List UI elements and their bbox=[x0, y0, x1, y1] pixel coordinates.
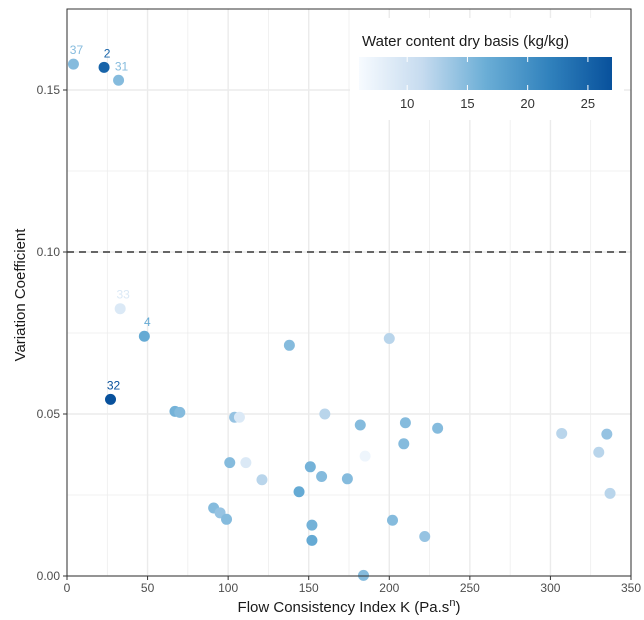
data-point bbox=[114, 303, 126, 315]
data-point bbox=[113, 74, 125, 86]
y-tick-label: 0.00 bbox=[37, 569, 61, 583]
data-point bbox=[256, 474, 268, 486]
legend-title: Water content dry basis (kg/kg) bbox=[362, 33, 569, 50]
data-point bbox=[383, 333, 395, 345]
y-tick-label: 0.15 bbox=[37, 83, 61, 97]
x-axis-title-main: Flow Consistency Index K (Pa.s bbox=[238, 599, 450, 616]
data-point bbox=[233, 411, 245, 423]
data-point bbox=[138, 330, 150, 342]
legend-colorbar bbox=[359, 57, 612, 90]
x-axis-title-superscript: n bbox=[449, 597, 455, 609]
data-point bbox=[306, 519, 318, 531]
x-axis-title-suffix: ) bbox=[455, 599, 460, 616]
x-tick-label: 50 bbox=[141, 581, 155, 595]
legend-tick-marks: 10 15 20 25 bbox=[400, 57, 595, 111]
x-tick-label: 0 bbox=[64, 581, 71, 595]
legend-tick-label: 25 bbox=[581, 96, 595, 111]
data-point bbox=[221, 513, 233, 525]
x-tick-label: 250 bbox=[460, 581, 480, 595]
x-axis-title: Flow Consistency Index K (Pa.sn) bbox=[238, 597, 461, 616]
data-point bbox=[98, 61, 110, 73]
color-legend: Water content dry basis (kg/kg) 10 15 20 25 bbox=[350, 18, 624, 120]
data-point bbox=[593, 446, 605, 458]
data-point bbox=[556, 427, 568, 439]
plot-frame bbox=[66, 8, 632, 577]
x-tick-label: 100 bbox=[218, 581, 238, 595]
data-point bbox=[224, 457, 236, 469]
y-axis-ticks: 0.00 0.05 0.10 0.15 bbox=[37, 83, 67, 583]
y-tick-label: 0.10 bbox=[37, 245, 61, 259]
data-point bbox=[105, 393, 117, 405]
data-point bbox=[240, 457, 252, 469]
data-point bbox=[387, 514, 399, 526]
legend-tick-label: 15 bbox=[460, 96, 474, 111]
data-point bbox=[304, 461, 316, 473]
data-point bbox=[67, 58, 79, 70]
data-point bbox=[174, 406, 186, 418]
data-point bbox=[341, 473, 353, 485]
data-point bbox=[306, 534, 318, 546]
y-axis-title: Variation Coefficient bbox=[12, 228, 29, 362]
point-label: 32 bbox=[107, 378, 121, 392]
legend-tick-label: 20 bbox=[520, 96, 534, 111]
y-tick-label: 0.05 bbox=[37, 407, 61, 421]
data-point bbox=[359, 450, 371, 462]
data-point bbox=[358, 569, 370, 581]
data-points bbox=[67, 58, 616, 581]
data-point bbox=[319, 408, 331, 420]
data-point bbox=[604, 487, 616, 499]
point-label: 4 bbox=[144, 315, 151, 329]
data-point bbox=[419, 530, 431, 542]
x-axis-ticks: 0 50 100 150 200 250 300 350 bbox=[64, 576, 641, 595]
legend-tick-label: 10 bbox=[400, 96, 414, 111]
data-point bbox=[316, 471, 328, 483]
x-tick-label: 200 bbox=[379, 581, 399, 595]
point-labels: 37 2 31 33 4 32 bbox=[70, 43, 151, 392]
point-label: 31 bbox=[115, 59, 129, 73]
x-tick-label: 350 bbox=[621, 581, 641, 595]
data-point bbox=[398, 438, 410, 450]
point-label: 37 bbox=[70, 43, 84, 57]
data-point bbox=[399, 417, 411, 429]
x-tick-label: 300 bbox=[540, 581, 560, 595]
data-point bbox=[293, 486, 305, 498]
data-point bbox=[432, 422, 444, 434]
x-tick-label: 150 bbox=[299, 581, 319, 595]
point-label: 2 bbox=[104, 46, 111, 60]
data-point bbox=[601, 428, 613, 440]
data-point bbox=[283, 339, 295, 351]
data-point bbox=[354, 419, 366, 431]
point-label: 33 bbox=[116, 288, 130, 302]
